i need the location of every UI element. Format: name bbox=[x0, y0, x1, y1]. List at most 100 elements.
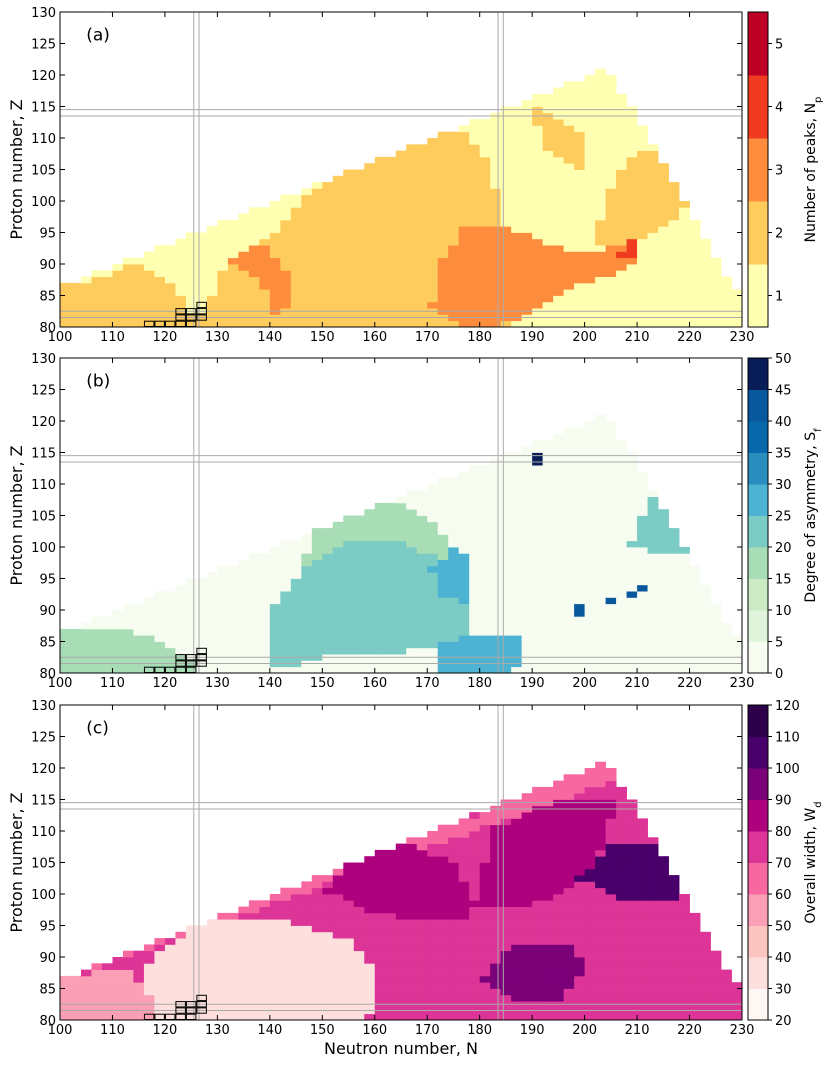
x-tick-label: 160 bbox=[362, 676, 387, 691]
heat-cell bbox=[301, 988, 313, 996]
heat-cell bbox=[206, 635, 218, 642]
heat-cell bbox=[626, 182, 638, 189]
heat-cell bbox=[658, 251, 669, 259]
heat-cell bbox=[511, 666, 523, 673]
heat-cell bbox=[427, 597, 439, 605]
heat-cell bbox=[616, 502, 627, 510]
heat-cell bbox=[80, 969, 92, 977]
heat-cell bbox=[448, 597, 460, 605]
heat-cell bbox=[574, 894, 586, 901]
heat-cell bbox=[385, 994, 397, 1002]
heat-cell bbox=[301, 887, 313, 895]
heat-cell bbox=[395, 603, 407, 611]
heat-cell bbox=[364, 175, 376, 183]
heat-cell bbox=[395, 900, 407, 907]
heat-cell bbox=[227, 289, 239, 296]
heat-cell bbox=[238, 988, 250, 996]
heat-cell bbox=[280, 232, 292, 240]
heat-cell bbox=[395, 938, 407, 945]
heat-cell bbox=[521, 881, 533, 889]
heat-cell bbox=[626, 496, 638, 504]
heat-cell bbox=[542, 565, 554, 573]
heat-cell bbox=[395, 919, 407, 926]
heat-cell bbox=[511, 528, 523, 535]
heat-cell bbox=[311, 572, 323, 579]
heat-cell bbox=[448, 610, 460, 617]
heat-cell bbox=[553, 818, 565, 826]
heat-cell bbox=[406, 881, 418, 889]
heat-cell bbox=[731, 988, 742, 996]
heat-cell bbox=[584, 163, 596, 170]
heat-cell bbox=[553, 1013, 565, 1020]
heat-cell bbox=[710, 666, 722, 673]
heat-cell bbox=[469, 957, 481, 964]
heat-cell bbox=[248, 213, 260, 221]
heat-cell bbox=[322, 875, 334, 882]
heat-cell bbox=[101, 988, 113, 996]
heat-cell bbox=[332, 270, 344, 277]
heat-cell bbox=[133, 276, 145, 284]
heat-cell bbox=[311, 201, 323, 208]
heat-cell bbox=[637, 610, 648, 617]
heat-cell bbox=[385, 950, 397, 958]
heat-cell bbox=[416, 900, 428, 907]
heat-cell bbox=[689, 925, 701, 933]
heat-cell bbox=[343, 944, 355, 952]
heat-cell bbox=[175, 251, 187, 259]
heat-cell bbox=[689, 647, 701, 655]
heat-cell bbox=[469, 528, 481, 535]
heat-cell bbox=[227, 238, 239, 246]
heat-cell bbox=[427, 540, 439, 548]
colorbar-tick-label: 40 bbox=[775, 415, 792, 430]
heat-cell bbox=[437, 540, 449, 548]
heat-cell bbox=[259, 276, 271, 284]
heat-cell bbox=[626, 818, 638, 826]
heat-cell bbox=[458, 578, 470, 586]
heat-cell bbox=[406, 584, 418, 592]
heat-cell bbox=[385, 219, 397, 227]
heat-cell bbox=[637, 238, 648, 246]
heat-cell bbox=[154, 295, 166, 303]
heat-cell bbox=[658, 894, 669, 901]
heat-cell bbox=[563, 875, 575, 882]
heat-cell bbox=[427, 856, 439, 863]
heat-cell bbox=[238, 603, 250, 611]
heat-cell bbox=[511, 900, 523, 907]
heat-cell bbox=[374, 188, 386, 196]
heat-cell bbox=[395, 666, 407, 673]
heat-cell bbox=[542, 528, 554, 535]
heat-cell bbox=[301, 666, 313, 673]
heat-cell bbox=[427, 622, 439, 630]
heat-cell bbox=[511, 862, 523, 870]
heat-cell bbox=[584, 238, 596, 246]
heat-cell bbox=[343, 251, 355, 259]
heat-cell bbox=[595, 572, 606, 579]
heat-cell bbox=[196, 320, 208, 327]
heat-cell bbox=[259, 900, 271, 907]
heat-cell bbox=[227, 641, 239, 649]
heat-cell bbox=[626, 906, 638, 914]
heat-cell bbox=[175, 591, 187, 598]
heat-cell bbox=[584, 175, 596, 183]
heat-cell bbox=[280, 635, 292, 642]
heat-cell bbox=[668, 919, 680, 926]
heat-cell bbox=[553, 881, 565, 889]
heat-cell bbox=[668, 238, 680, 246]
heat-cell bbox=[248, 207, 260, 214]
heat-cell bbox=[427, 175, 439, 183]
heat-cell bbox=[626, 938, 638, 945]
heat-cell bbox=[406, 931, 418, 939]
heat-cell bbox=[605, 591, 617, 598]
heat-cell bbox=[689, 591, 701, 598]
heat-cell bbox=[647, 622, 659, 630]
heat-cell bbox=[395, 622, 407, 630]
heat-cell bbox=[616, 213, 627, 221]
heat-cell bbox=[269, 647, 281, 655]
heat-cell bbox=[574, 616, 586, 623]
heat-cell bbox=[595, 131, 606, 139]
heat-cell bbox=[542, 289, 554, 296]
heat-cell bbox=[322, 547, 334, 554]
heat-cell bbox=[553, 572, 565, 579]
heat-cell bbox=[595, 616, 606, 623]
heat-cell bbox=[490, 465, 502, 472]
